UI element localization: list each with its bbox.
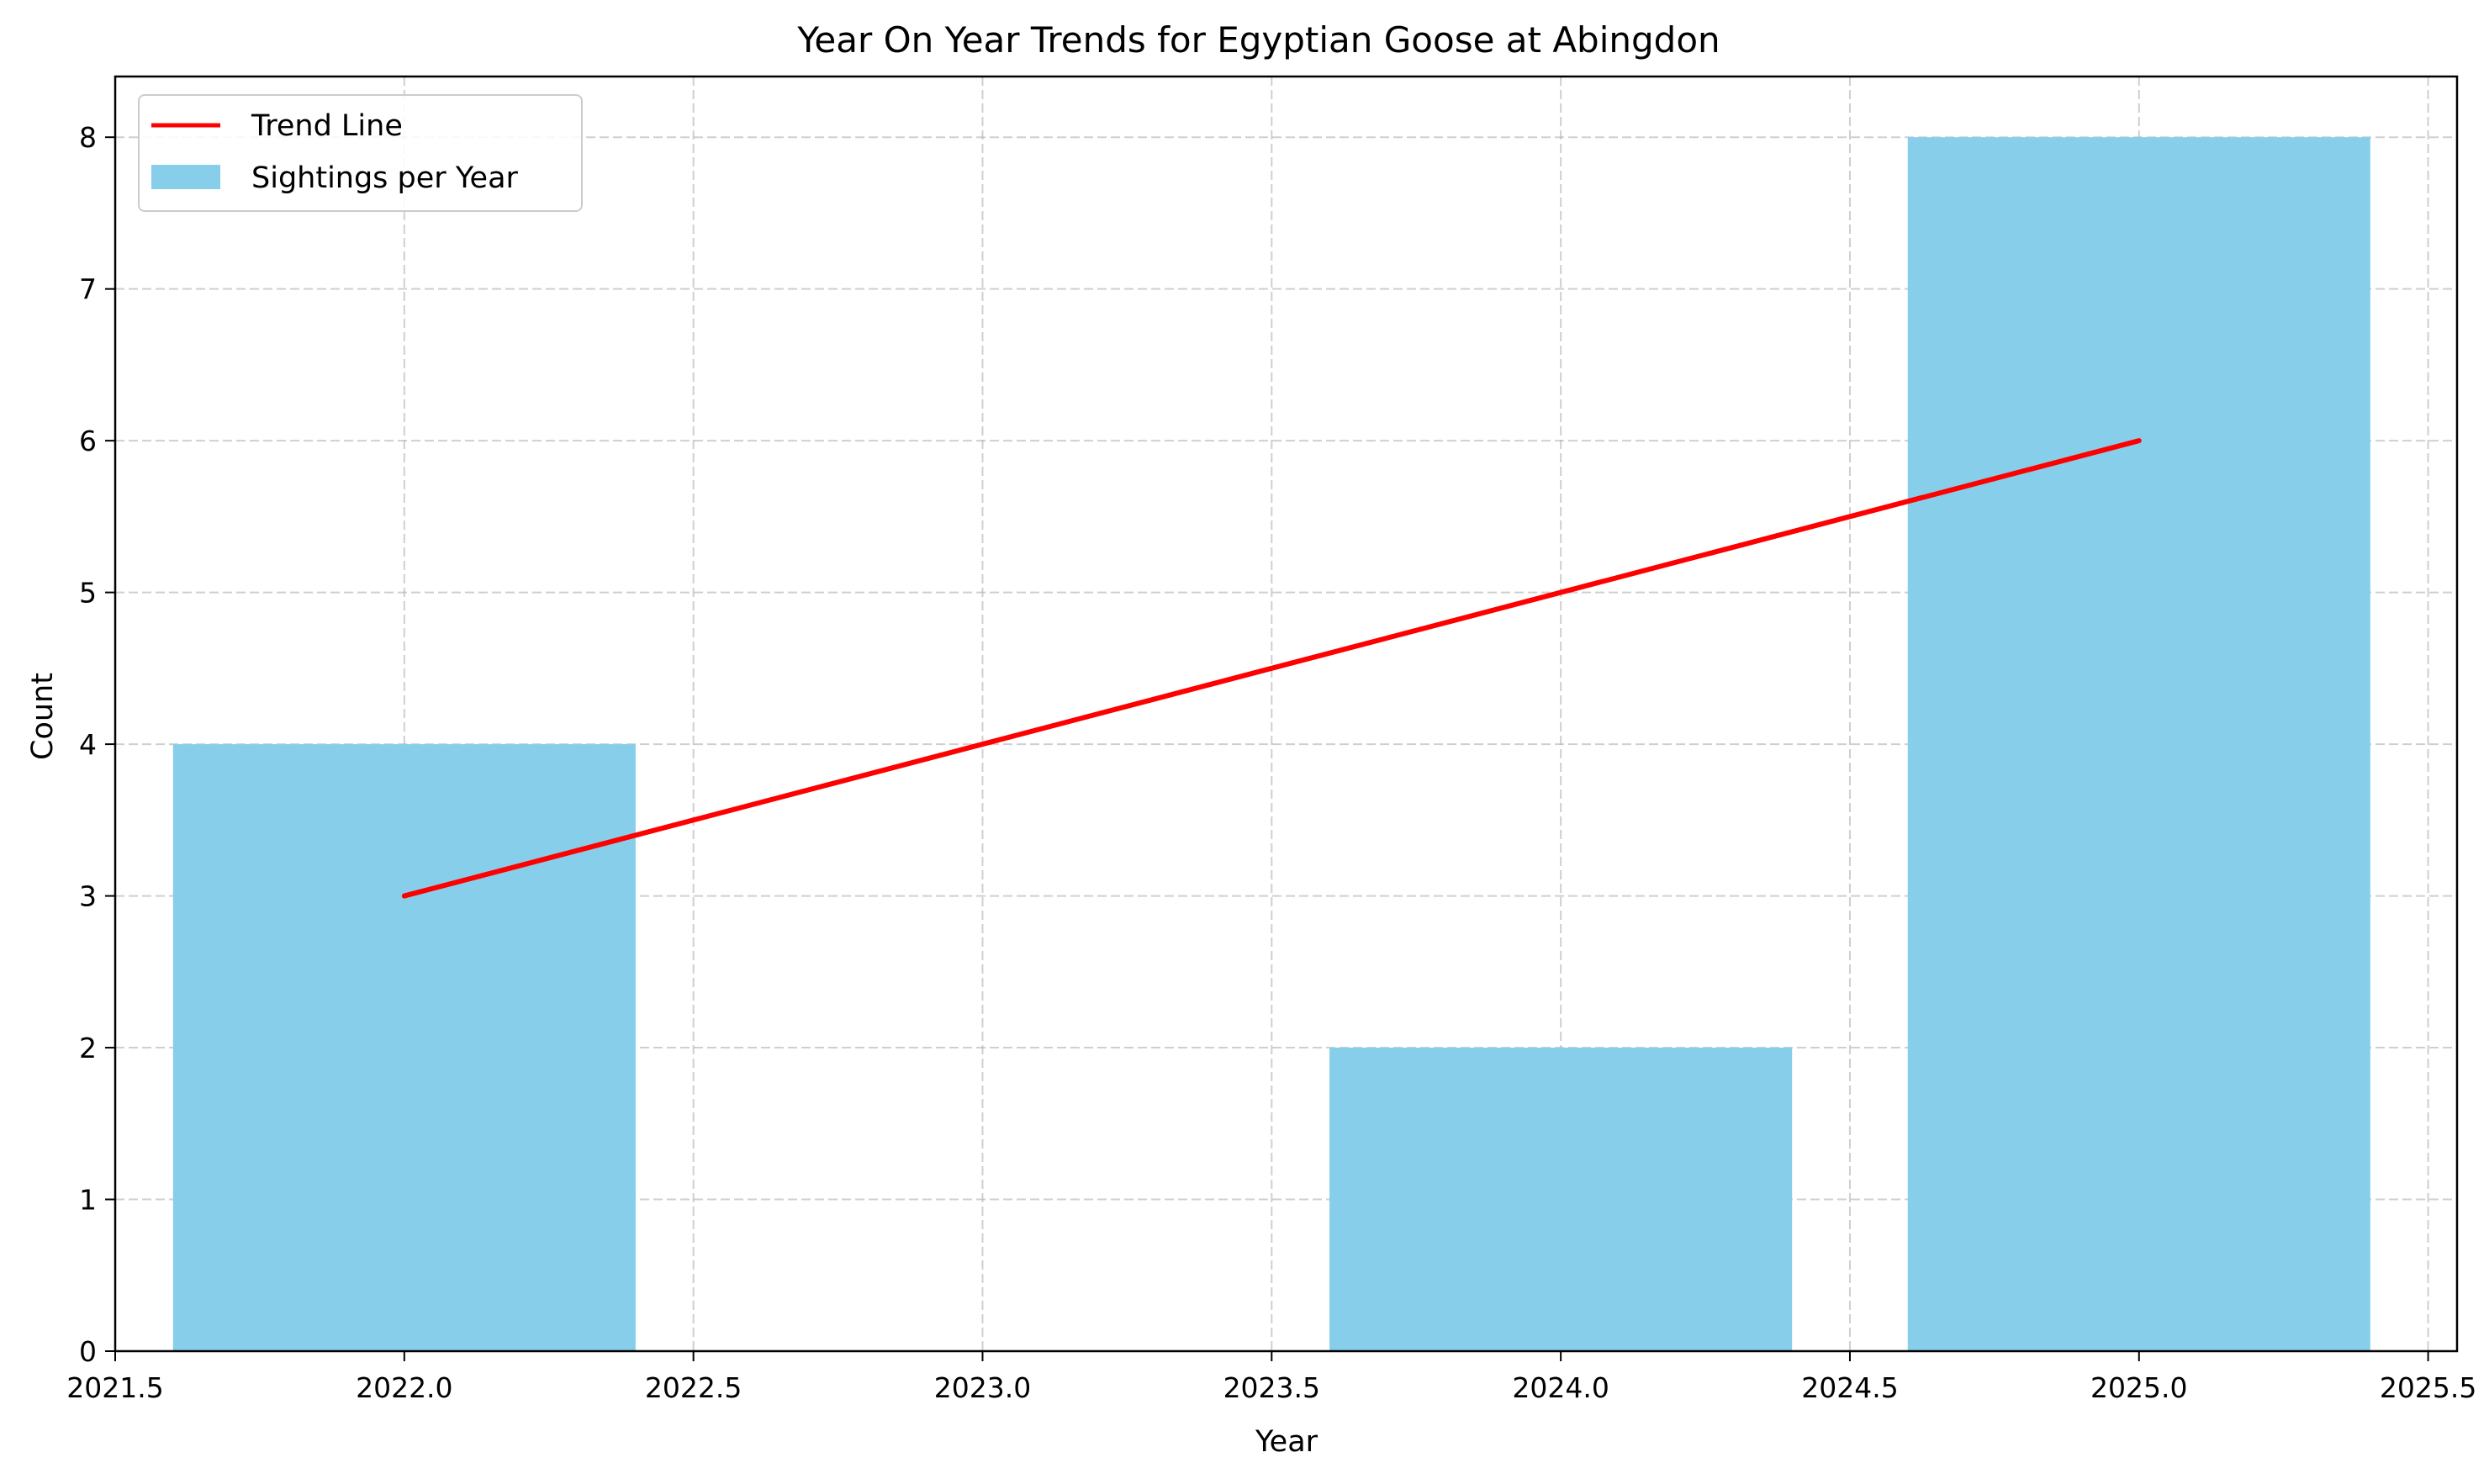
x-tick-label: 2023.5 xyxy=(1223,1371,1320,1404)
bar-2022 xyxy=(172,744,636,1351)
y-tick-label: 0 xyxy=(79,1335,97,1368)
y-tick-label: 8 xyxy=(79,121,97,154)
trend-line xyxy=(401,438,2142,899)
bar-2025 xyxy=(1907,137,2370,1352)
plot-frame xyxy=(114,75,2459,1353)
legend-label-sightings: Sightings per Year xyxy=(251,161,519,195)
x-axis-ticks: 2021.5 2022.0 2022.5 2023.0 2023.5 2024.0 2024… xyxy=(66,1351,2476,1404)
y-tick-label: 2 xyxy=(79,1032,97,1064)
legend-swatch-sightings xyxy=(151,165,220,189)
chart-title: Year On Year Trends for Egyptian Goose a… xyxy=(796,19,1720,61)
legend-box xyxy=(138,94,583,212)
y-tick-label: 5 xyxy=(79,577,97,610)
y-tick-label: 4 xyxy=(79,728,97,761)
x-tick-label: 2023.0 xyxy=(934,1371,1031,1404)
trend-line-layer xyxy=(401,438,2142,899)
bars xyxy=(172,137,2370,1352)
x-tick-label: 2021.5 xyxy=(66,1371,163,1404)
x-tick-label: 2025.5 xyxy=(2380,1371,2476,1404)
x-tick-label: 2025.0 xyxy=(2090,1371,2187,1404)
x-tick-label: 2024.5 xyxy=(1801,1371,1898,1404)
x-axis-label: Year xyxy=(1255,1425,1318,1459)
legend: Trend Line Sightings per Year xyxy=(138,94,583,212)
y-tick-label: 6 xyxy=(79,425,97,457)
x-tick-label: 2024.0 xyxy=(1512,1371,1609,1404)
x-tick-label: 2022.5 xyxy=(645,1371,742,1404)
x-tick-label: 2022.0 xyxy=(356,1371,452,1404)
y-axis-label: Count xyxy=(26,673,60,760)
y-tick-label: 1 xyxy=(79,1184,97,1217)
legend-label-trend-line: Trend Line xyxy=(251,109,403,143)
bar-2024 xyxy=(1329,1048,1793,1351)
y-tick-label: 3 xyxy=(79,880,97,913)
y-tick-label: 7 xyxy=(79,273,97,306)
y-axis-ticks: 0 1 2 3 4 5 6 7 8 xyxy=(79,121,115,1368)
